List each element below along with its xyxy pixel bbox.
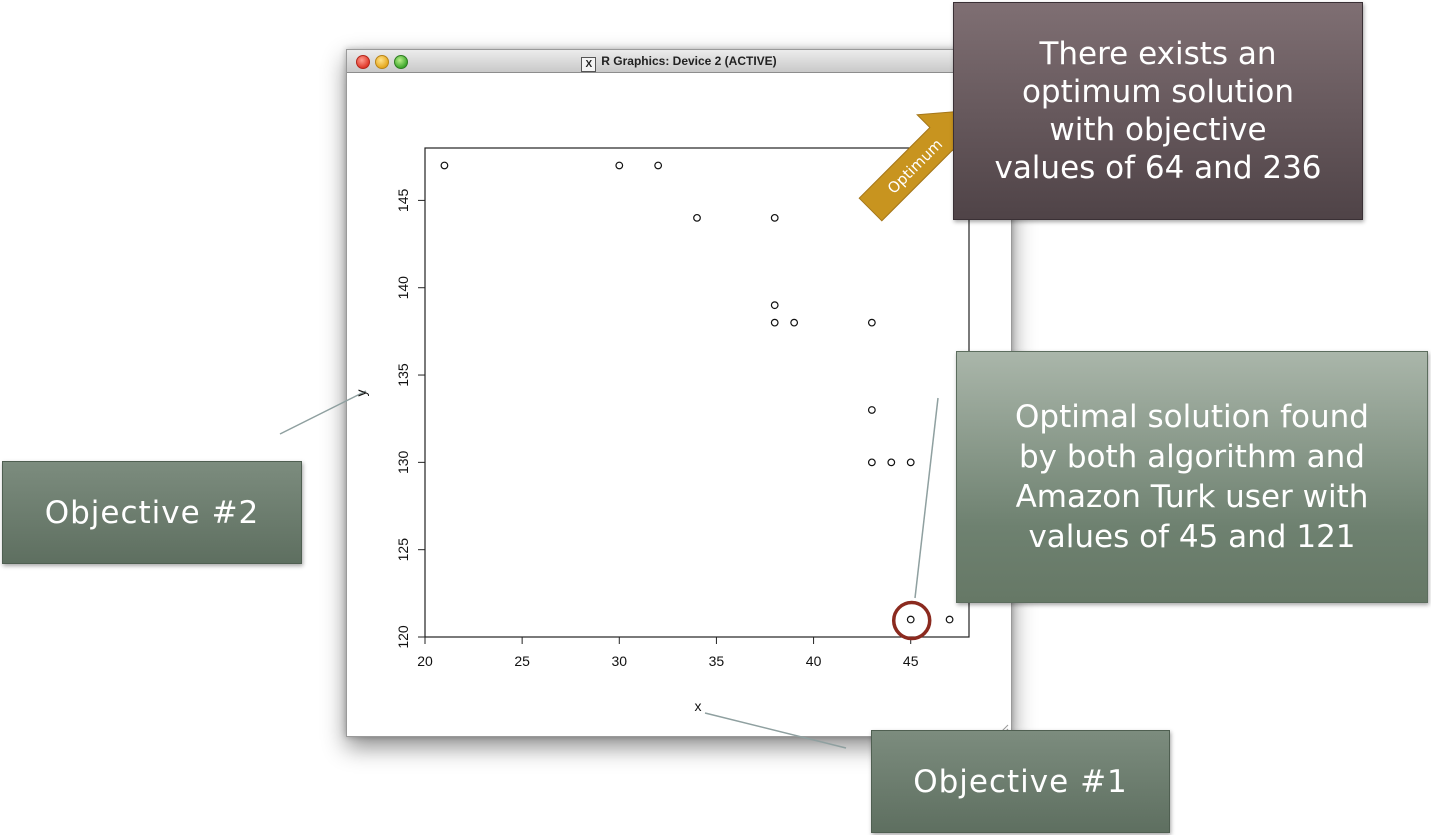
data-point <box>654 161 663 170</box>
optimal-callout-line: values of 45 and 121 <box>1028 519 1356 555</box>
x-tick-label: 45 <box>903 653 919 669</box>
window-title: X R Graphics: Device 2 (ACTIVE) <box>347 54 1011 72</box>
data-point <box>770 301 779 310</box>
optimal-callout-line: Amazon Turk user with <box>1015 479 1369 515</box>
window-title-text: R Graphics: Device 2 (ACTIVE) <box>601 54 777 68</box>
y-axis: 120 125 130 135 140 145 <box>395 189 425 649</box>
objective-2-label: Objective #2 <box>44 494 260 531</box>
data-point <box>440 161 449 170</box>
minimize-window-button[interactable] <box>375 55 389 69</box>
data-point <box>887 458 896 467</box>
highlight-circle <box>891 600 932 641</box>
data-point <box>770 213 779 222</box>
data-point <box>906 615 915 624</box>
zoom-window-button[interactable] <box>394 55 408 69</box>
y-axis-label: y <box>353 390 369 397</box>
data-points <box>440 161 954 624</box>
data-point <box>790 318 799 327</box>
y-tick-label: 145 <box>395 189 411 213</box>
data-point <box>770 318 779 327</box>
data-point <box>867 406 876 414</box>
data-point <box>867 318 876 327</box>
data-point <box>945 615 954 624</box>
optimum-callout-line: optimum solution <box>1021 74 1295 110</box>
x-tick-label: 20 <box>417 653 433 669</box>
objective-1-callout: Objective #1 <box>871 730 1170 833</box>
window-titlebar[interactable]: X R Graphics: Device 2 (ACTIVE) <box>347 50 1011 73</box>
x11-logo-icon: X <box>581 57 597 72</box>
data-point <box>867 458 876 467</box>
optimal-leader-line <box>914 397 939 599</box>
x-tick-label: 25 <box>514 653 530 669</box>
y-tick-label: 120 <box>395 625 411 649</box>
x-axis: 20 25 30 35 40 45 <box>417 637 919 669</box>
close-window-button[interactable] <box>356 55 370 69</box>
optimum-callout-line: There exists an <box>1039 36 1277 72</box>
x-tick-label: 30 <box>611 653 627 669</box>
optimum-callout-line: values of 64 and 236 <box>994 150 1322 186</box>
leader-lines <box>279 390 939 749</box>
data-point <box>693 213 701 222</box>
x-tick-label: 40 <box>806 653 822 669</box>
optimum-callout-line: with objective <box>1049 112 1267 148</box>
optimal-callout-line: by both algorithm and <box>1019 439 1365 475</box>
x-axis-label: x <box>695 698 702 714</box>
optimal-solution-callout: Optimal solution found by both algorithm… <box>956 351 1428 603</box>
data-point <box>615 161 624 170</box>
y-tick-label: 130 <box>395 450 411 474</box>
y-tick-label: 135 <box>395 363 411 387</box>
y-tick-label: 140 <box>395 276 411 300</box>
objective-1-label: Objective #1 <box>913 763 1128 800</box>
optimum-callout: There exists an optimum solution with ob… <box>953 2 1363 220</box>
data-point <box>906 458 915 467</box>
objective-1-leader-line <box>704 712 847 749</box>
y-tick-label: 125 <box>395 538 411 562</box>
x-tick-label: 35 <box>709 653 725 669</box>
optimal-callout-line: Optimal solution found <box>1015 399 1369 435</box>
objective-2-callout: Objective #2 <box>2 461 302 564</box>
objective-2-leader-line <box>279 390 367 435</box>
